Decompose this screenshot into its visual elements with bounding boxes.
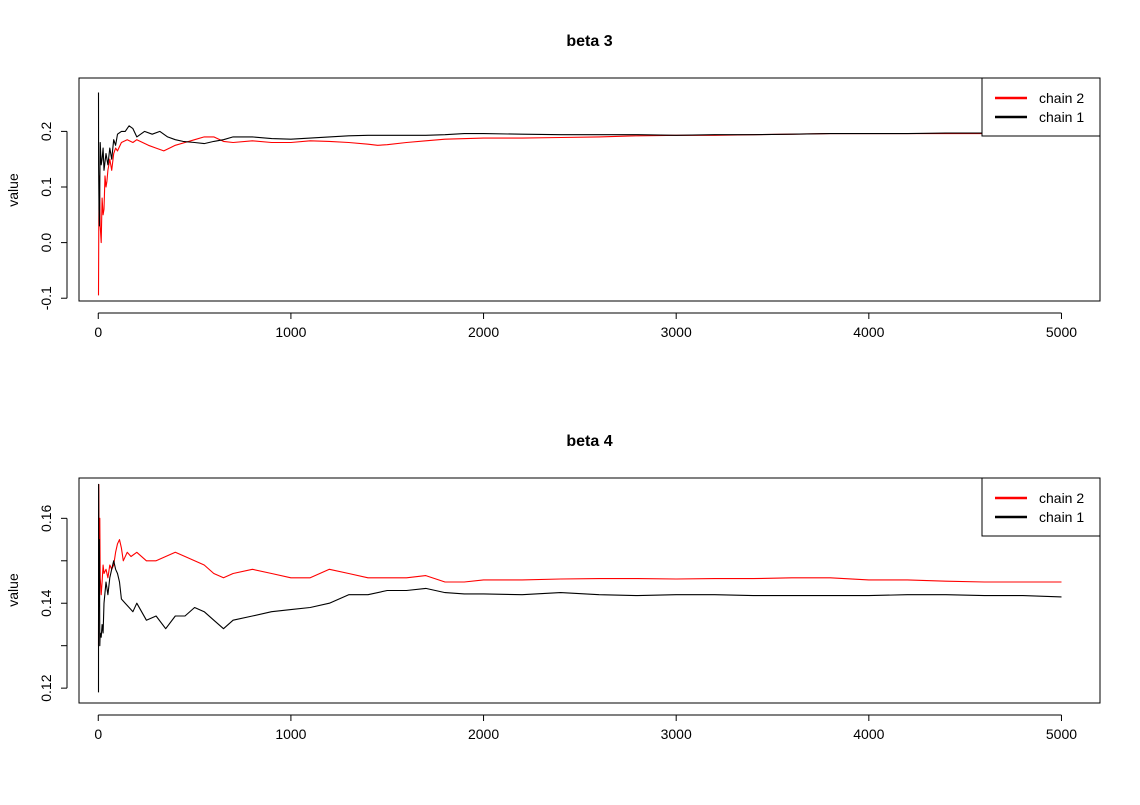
y-tick-label: 0.12 (38, 674, 54, 701)
x-tick-label: 1000 (275, 324, 306, 340)
y-tick-label: 0.16 (38, 504, 54, 531)
legend-box (981, 77, 1101, 137)
legend: chain 2 chain 1 (981, 477, 1101, 537)
series-line-chain-1 (97, 483, 1062, 693)
legend-label: chain 1 (1039, 509, 1084, 525)
y-tick-label: 0.14 (38, 589, 54, 616)
chart-title: beta 3 (566, 33, 612, 50)
legend: chain 2 chain 1 (981, 77, 1101, 137)
x-tick-label: 2000 (468, 726, 499, 742)
x-tick-label: 4000 (853, 324, 884, 340)
x-tick-label: 1000 (275, 726, 306, 742)
series-line-chain-1 (97, 92, 1062, 227)
legend-box (981, 477, 1101, 537)
y-tick-label: 0.1 (38, 177, 54, 197)
series-line-chain-2 (97, 483, 1062, 646)
x-tick-label: 3000 (661, 726, 692, 742)
plot-frame (78, 77, 1101, 302)
y-tick-label: -0.1 (38, 286, 54, 310)
x-tick-label: 5000 (1046, 726, 1077, 742)
y-tick-label: 0.2 (38, 121, 54, 141)
y-axis-label: value (5, 573, 21, 607)
x-tick-label: 0 (94, 324, 102, 340)
y-axis-label: value (5, 173, 21, 207)
beta-3-panel: beta 3 value 0 1000 2000 3000 4000 5000 -0.1 0.0 0… (5, 33, 1101, 340)
legend-label: chain 2 (1039, 490, 1084, 506)
x-tick-label: 5000 (1046, 324, 1077, 340)
series-line-chain-2 (97, 133, 1062, 296)
plot-frame (78, 477, 1101, 704)
y-tick-label: 0.0 (38, 233, 54, 253)
legend-label: chain 2 (1039, 90, 1084, 106)
x-tick-label: 2000 (468, 324, 499, 340)
x-tick-label: 0 (94, 726, 102, 742)
x-tick-label: 3000 (661, 324, 692, 340)
chart-title: beta 4 (566, 433, 612, 450)
beta-4-panel: beta 4 value 0 1000 2000 3000 4000 5000 0.12 0.14… (5, 433, 1101, 742)
legend-label: chain 1 (1039, 109, 1084, 125)
x-tick-label: 4000 (853, 726, 884, 742)
